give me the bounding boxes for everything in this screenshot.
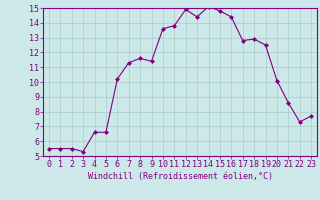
X-axis label: Windchill (Refroidissement éolien,°C): Windchill (Refroidissement éolien,°C) [87, 172, 273, 181]
